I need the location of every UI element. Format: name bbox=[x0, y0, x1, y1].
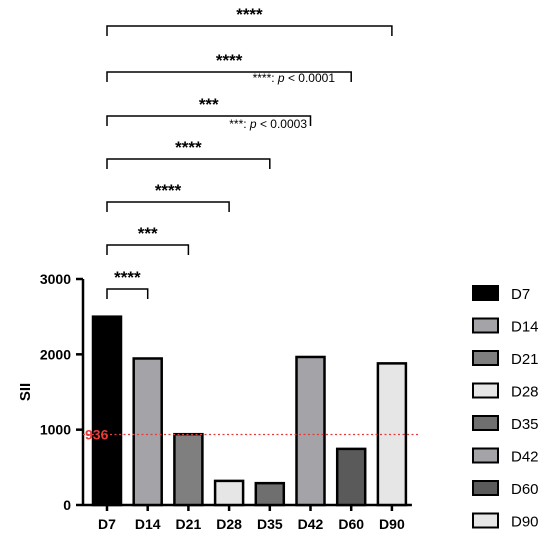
bar-d7 bbox=[91, 315, 123, 507]
bar-d42 bbox=[295, 355, 326, 507]
legend-label: D60 bbox=[511, 481, 539, 498]
legend-swatch bbox=[472, 415, 499, 431]
significance-stars: **** bbox=[155, 181, 182, 200]
significance-stars: **** bbox=[175, 138, 202, 157]
x-tick-label: D60 bbox=[338, 516, 364, 532]
x-tick-label: D42 bbox=[298, 516, 324, 532]
p-symbol: p bbox=[277, 71, 285, 85]
x-tick-label: D90 bbox=[379, 516, 405, 532]
p-symbol: p bbox=[249, 117, 257, 131]
significance-brackets: ******************************: p < 0.00… bbox=[106, 5, 393, 299]
legend: D7 D14 D21 D28 D35 D42 D60 D90 bbox=[472, 285, 539, 531]
legend-swatch bbox=[472, 350, 499, 366]
p-value-note: ***: p < 0.0003 bbox=[229, 117, 307, 131]
legend-label: D42 bbox=[511, 449, 539, 466]
axes: 0 1000 2000 3000 SII D7 D14 D21 D28 D35 D42 D60 D90 bbox=[17, 271, 412, 532]
legend-label: D7 bbox=[511, 286, 530, 303]
y-tick-label: 3000 bbox=[40, 271, 71, 287]
legend-label: D28 bbox=[511, 384, 539, 401]
bar-d90 bbox=[376, 362, 408, 507]
p-value-stars: ***: bbox=[229, 117, 250, 131]
significance-bracket bbox=[106, 201, 230, 212]
bar-d35 bbox=[254, 481, 286, 507]
legend-label: D21 bbox=[511, 351, 539, 368]
significance-stars: **** bbox=[236, 5, 263, 24]
legend-swatch bbox=[472, 317, 499, 334]
significance-stars: *** bbox=[199, 95, 219, 114]
legend-swatch bbox=[472, 480, 499, 496]
x-tick-label: D14 bbox=[135, 516, 161, 532]
p-value-stars: ****: bbox=[253, 71, 278, 85]
x-tick-label: D35 bbox=[257, 516, 283, 532]
significance-stars: *** bbox=[138, 224, 158, 243]
significance-bracket bbox=[106, 158, 271, 169]
significance-stars: **** bbox=[114, 268, 141, 287]
bar-d21 bbox=[173, 432, 204, 507]
legend-swatch bbox=[472, 382, 499, 399]
p-threshold: < 0.0001 bbox=[285, 71, 336, 85]
x-tick-label: D7 bbox=[98, 516, 116, 532]
legend-label: D14 bbox=[511, 319, 539, 336]
legend-label: D35 bbox=[511, 416, 539, 433]
bar-d28 bbox=[213, 479, 245, 507]
x-tick-label: D21 bbox=[176, 516, 202, 532]
bar-d60 bbox=[335, 447, 367, 507]
significance-bracket bbox=[106, 115, 312, 126]
legend-swatch bbox=[472, 447, 499, 464]
legend-swatch bbox=[472, 512, 499, 529]
reference-line-label: 936 bbox=[85, 426, 109, 442]
significance-bracket bbox=[106, 25, 393, 36]
y-tick-label: 0 bbox=[63, 497, 71, 513]
legend-label: D90 bbox=[511, 514, 539, 531]
x-tick-label: D28 bbox=[216, 516, 242, 532]
y-tick-label: 2000 bbox=[40, 346, 71, 362]
y-axis-label: SII bbox=[17, 383, 34, 401]
significance-stars: **** bbox=[216, 51, 243, 70]
p-value-note: ****: p < 0.0001 bbox=[253, 71, 336, 85]
reference-line-group: 936 bbox=[83, 426, 418, 442]
legend-swatch bbox=[472, 285, 499, 301]
p-threshold: < 0.0003 bbox=[257, 117, 308, 131]
significance-bracket bbox=[106, 288, 149, 299]
significance-bracket bbox=[106, 244, 190, 255]
significance-bracket bbox=[106, 71, 352, 82]
bar-d14 bbox=[132, 357, 163, 507]
y-tick-label: 1000 bbox=[40, 422, 71, 438]
bars bbox=[91, 315, 408, 507]
